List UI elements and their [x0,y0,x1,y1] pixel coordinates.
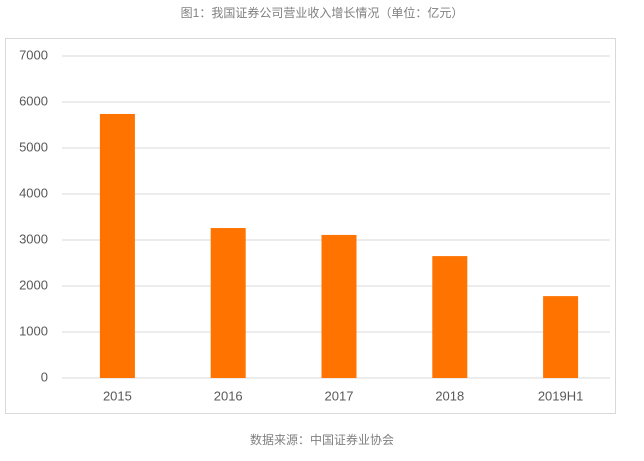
y-tick-label: 5000 [19,139,48,154]
y-tick-label: 2000 [19,277,48,292]
bar [210,228,246,378]
source-note: 数据来源：中国证券业协会 [250,432,394,447]
bar [99,113,135,379]
y-tick-label: 0 [41,369,48,384]
x-tick-label: 2017 [325,388,354,403]
y-tick-label: 3000 [19,231,48,246]
bar [432,256,468,378]
chart-frame [5,38,616,414]
bar [321,234,357,378]
y-tick-label: 1000 [19,323,48,338]
x-tick-label: 2018 [435,388,464,403]
bar [543,296,579,378]
chart-title: 图1：我国证券公司营业收入增长情况（单位：亿元） [181,5,464,20]
y-tick-label: 7000 [19,47,48,62]
y-tick-label: 6000 [19,93,48,108]
y-tick-label: 4000 [19,185,48,200]
x-tick-label: 2016 [214,388,243,403]
x-tick-label: 2015 [103,388,132,403]
x-tick-label: 2019H1 [538,388,584,403]
